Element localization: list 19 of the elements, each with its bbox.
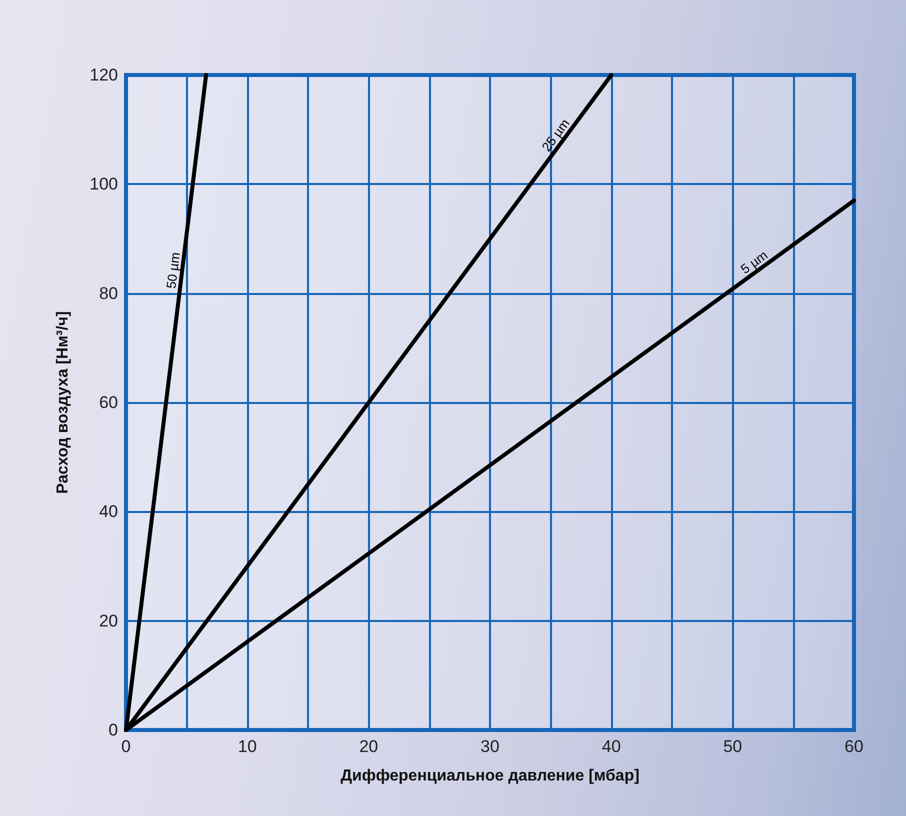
x-axis-title: Дифференциальное давление [мбар]	[340, 768, 640, 784]
x-tick-label: 0	[121, 737, 131, 756]
x-tick-label: 10	[238, 737, 257, 756]
text: 50 µm	[163, 251, 183, 290]
x-tick-label: 40	[602, 737, 621, 756]
x-tick-label: 30	[480, 737, 500, 756]
y-tick-label: 80	[99, 284, 118, 303]
y-tick-label: 40	[99, 502, 118, 522]
x-tick-label: 60	[844, 737, 864, 756]
y-axis-title: Расход воздуха [Нм³/ч]	[54, 311, 72, 494]
y-tick-label: 0	[108, 720, 118, 740]
y-tick-label: 20	[99, 611, 118, 630]
x-tick-label: 20	[359, 737, 378, 756]
text: 5 µm	[738, 247, 770, 277]
y-tick-label: 120	[90, 66, 118, 84]
y-tick-label: 100	[90, 174, 118, 194]
text: 25 µm	[538, 116, 572, 154]
y-tick-label: 60	[99, 393, 118, 412]
x-tick-label: 50	[723, 737, 742, 756]
